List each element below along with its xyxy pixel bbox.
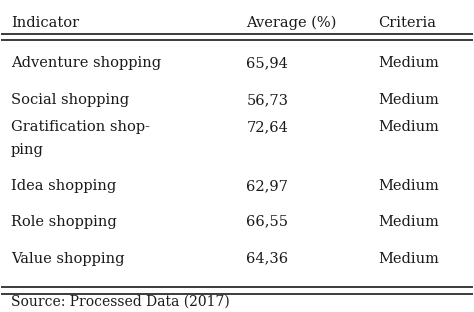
Text: Gratification shop-: Gratification shop- [11,120,150,134]
Text: Medium: Medium [378,93,439,107]
Text: 65,94: 65,94 [246,56,288,70]
Text: Medium: Medium [378,120,439,134]
Text: Indicator: Indicator [11,16,79,30]
Text: 72,64: 72,64 [246,120,288,134]
Text: 62,97: 62,97 [246,179,288,193]
Text: Medium: Medium [378,56,439,70]
Text: Role shopping: Role shopping [11,215,117,229]
Text: Adventure shopping: Adventure shopping [11,56,161,70]
Text: Medium: Medium [378,252,439,266]
Text: Medium: Medium [378,179,439,193]
Text: Average (%): Average (%) [246,16,337,30]
Text: Source: Processed Data (2017): Source: Processed Data (2017) [11,295,229,309]
Text: Value shopping: Value shopping [11,252,124,266]
Text: ping: ping [11,143,44,157]
Text: 64,36: 64,36 [246,252,289,266]
Text: 56,73: 56,73 [246,93,288,107]
Text: 66,55: 66,55 [246,215,288,229]
Text: Criteria: Criteria [378,16,437,30]
Text: Idea shopping: Idea shopping [11,179,116,193]
Text: Social shopping: Social shopping [11,93,129,107]
Text: Medium: Medium [378,215,439,229]
